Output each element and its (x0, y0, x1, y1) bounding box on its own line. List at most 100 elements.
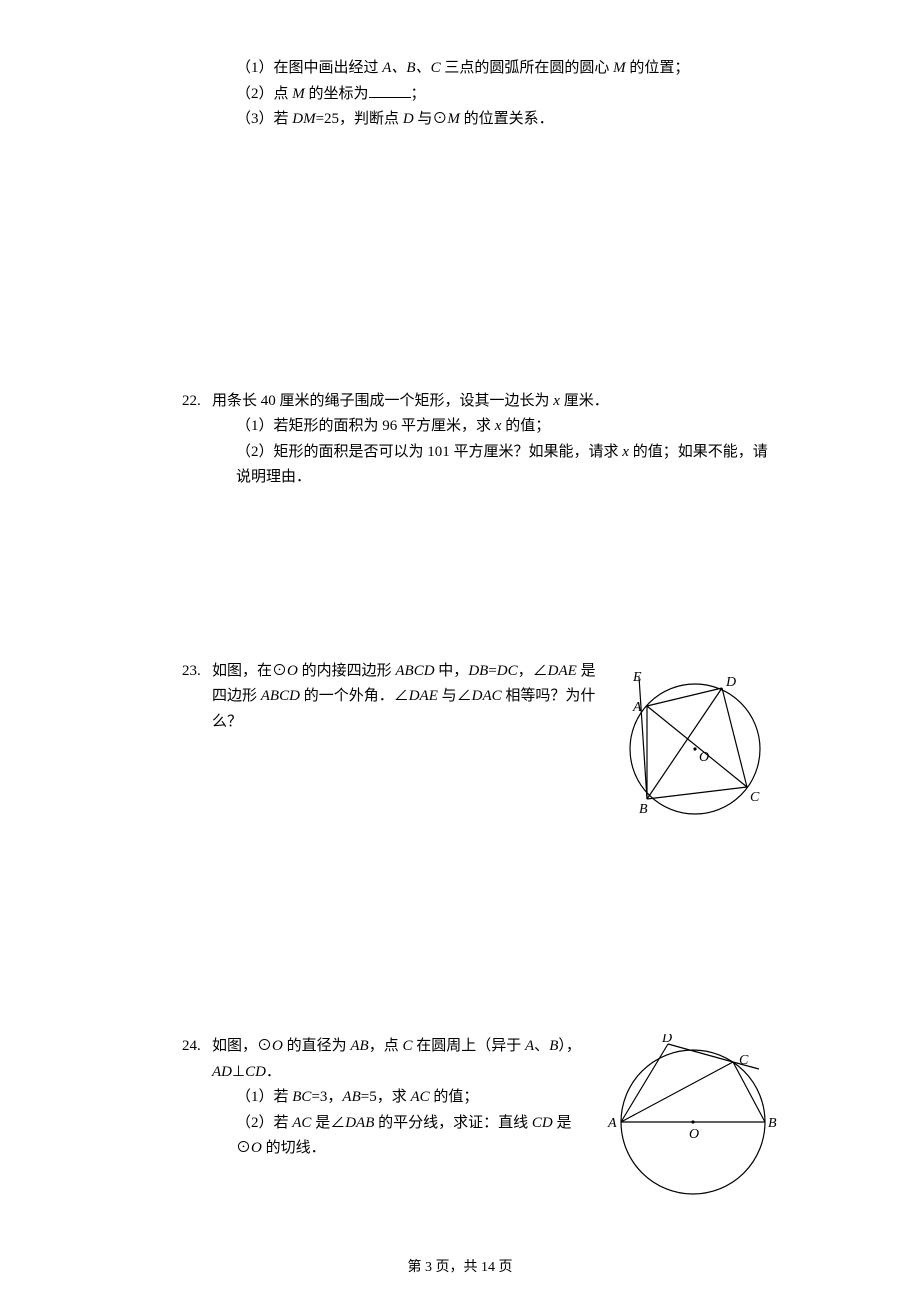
text: 的一个外角．∠ (300, 688, 409, 704)
var-DAE: DAE (409, 688, 438, 704)
text: = (488, 663, 496, 679)
var-DC: DC (497, 663, 518, 679)
problem-number: 23. (182, 659, 212, 685)
p21-sub3: （3）若 DM=25，判断点 D 与⊙M 的位置关系． (236, 107, 780, 133)
var-AB: AB (350, 1038, 368, 1054)
vars-ABC: A、B、C (382, 60, 440, 76)
problem-23: 23. 如图，在⊙O 的内接四边形 ABCD 中，DB=DC，∠DAE 是四边形… (182, 659, 780, 839)
problem-number: 24. (182, 1034, 212, 1060)
text: 与∠ (438, 688, 472, 704)
var-B: B (549, 1038, 558, 1054)
var-ABCD: ABCD (395, 663, 434, 679)
var-C: C (402, 1038, 412, 1054)
var-AC: AC (410, 1089, 429, 1105)
fill-blank[interactable] (369, 82, 411, 98)
text: （2）矩形的面积是否可以为 101 平方厘米？如果能，请求 (236, 444, 622, 460)
text: 如图，在⊙ (212, 663, 287, 679)
text: =5，求 (361, 1089, 411, 1105)
var-DM: DM (292, 111, 315, 127)
stem: 用条长 40 厘米的绳子围成一个矩形，设其一边长为 x 厘米． (212, 389, 780, 415)
var-O: O (251, 1140, 262, 1156)
var-A: A (525, 1038, 534, 1054)
text: （3）若 (236, 111, 292, 127)
svg-text:B: B (768, 1116, 777, 1131)
problem-24: 24. 如图，⊙O 的直径为 AB，点 C 在圆周上（异于 A、B），AD⊥CD… (182, 1034, 780, 1219)
text: 的值； (430, 1089, 479, 1105)
p24-sub2: （2）若 AC 是∠DAB 的平分线，求证：直线 CD 是⊙O 的切线． (212, 1111, 597, 1162)
svg-text:D: D (725, 675, 736, 690)
text: 的值； (501, 418, 550, 434)
figure-24: ABCDO (605, 1034, 780, 1219)
text: 与⊙ (414, 111, 448, 127)
var-M: M (292, 86, 305, 102)
p22-sub2: （2）矩形的面积是否可以为 101 平方厘米？如果能，请求 x 的值；如果不能，… (212, 440, 780, 491)
var-x: x (553, 393, 560, 409)
var-BC: BC (292, 1089, 311, 1105)
svg-text:O: O (689, 1127, 699, 1142)
stem: 如图，⊙O 的直径为 AB，点 C 在圆周上（异于 A、B），AD⊥CD． (212, 1034, 597, 1085)
svg-text:D: D (661, 1034, 672, 1046)
var-AB: AB (342, 1089, 360, 1105)
text: 的位置关系． (460, 111, 554, 127)
var-CD: CD (532, 1115, 553, 1131)
text: 的坐标为 (305, 86, 369, 102)
text: 如图，⊙ (212, 1038, 272, 1054)
svg-text:C: C (739, 1053, 749, 1068)
text: （2）点 (236, 86, 292, 102)
var-DAB: DAB (345, 1115, 374, 1131)
svg-text:E: E (632, 670, 642, 685)
text: 的平分线，求证：直线 (374, 1115, 532, 1131)
var-M: M (613, 60, 626, 76)
var-O: O (272, 1038, 283, 1054)
page: （1）在图中画出经过 A、B、C 三点的圆弧所在圆的圆心 M 的位置； （2）点… (0, 0, 920, 1302)
text: ，点 (369, 1038, 403, 1054)
problem-21-tail: （1）在图中画出经过 A、B、C 三点的圆弧所在圆的圆心 M 的位置； （2）点… (182, 56, 780, 133)
problem-body: 用条长 40 厘米的绳子围成一个矩形，设其一边长为 x 厘米． （1）若矩形的面… (212, 389, 780, 491)
text: 在圆周上（异于 (412, 1038, 525, 1054)
circle-diagram: EA B C D O (615, 659, 780, 829)
text: 厘米． (560, 393, 609, 409)
text: 的切线． (262, 1140, 326, 1156)
problem-body: 如图，在⊙O 的内接四边形 ABCD 中，DB=DC，∠DAE 是四边形 ABC… (212, 659, 780, 839)
text: =3， (311, 1089, 342, 1105)
text: ）， (558, 1038, 581, 1054)
p21-sub2: （2）点 M 的坐标为 ； (236, 82, 780, 108)
var-AC: AC (292, 1115, 311, 1131)
text: 的位置； (626, 60, 690, 76)
text: 用条长 40 厘米的绳子围成一个矩形，设其一边长为 (212, 393, 553, 409)
var-DB: DB (468, 663, 488, 679)
var-DAE: DAE (548, 663, 577, 679)
svg-text:C: C (750, 790, 760, 805)
text: （1）若矩形的面积为 96 平方厘米，求 (236, 418, 495, 434)
var-O: O (287, 663, 298, 679)
svg-text:A: A (632, 700, 642, 715)
figure-23: EA B C D O (615, 659, 780, 839)
text: ； (411, 86, 426, 102)
text: 的内接四边形 (298, 663, 396, 679)
text: （2）若 (236, 1115, 292, 1131)
var-CD: CD (245, 1064, 266, 1080)
text: 三点的圆弧所在圆的圆心 (441, 60, 614, 76)
svg-text:O: O (699, 750, 709, 765)
circle-diagram: ABCDO (605, 1034, 780, 1209)
p24-sub1: （1）若 BC=3，AB=5，求 AC 的值； (212, 1085, 597, 1111)
svg-text:B: B (639, 802, 648, 817)
text: ，∠ (518, 663, 548, 679)
text: =25，判断点 (316, 111, 403, 127)
text: （1）在图中画出经过 (236, 60, 382, 76)
var-AD: AD (212, 1064, 232, 1080)
var-D: D (403, 111, 414, 127)
page-footer: 第 3 页，共 14 页 (0, 1256, 920, 1280)
var-ABCD: ABCD (261, 688, 300, 704)
var-DAC: DAC (472, 688, 502, 704)
problem-body: 如图，⊙O 的直径为 AB，点 C 在圆周上（异于 A、B），AD⊥CD． （1… (212, 1034, 780, 1219)
problem-number: 22. (182, 389, 212, 415)
text: 的直径为 (283, 1038, 351, 1054)
text: 中， (435, 663, 469, 679)
text: （1）若 (236, 1089, 292, 1105)
text: ． (266, 1064, 281, 1080)
text: 、 (534, 1038, 549, 1054)
text: 是∠ (311, 1115, 345, 1131)
p22-sub1: （1）若矩形的面积为 96 平方厘米，求 x 的值； (212, 414, 780, 440)
problem-22: 22. 用条长 40 厘米的绳子围成一个矩形，设其一边长为 x 厘米． （1）若… (182, 389, 780, 491)
